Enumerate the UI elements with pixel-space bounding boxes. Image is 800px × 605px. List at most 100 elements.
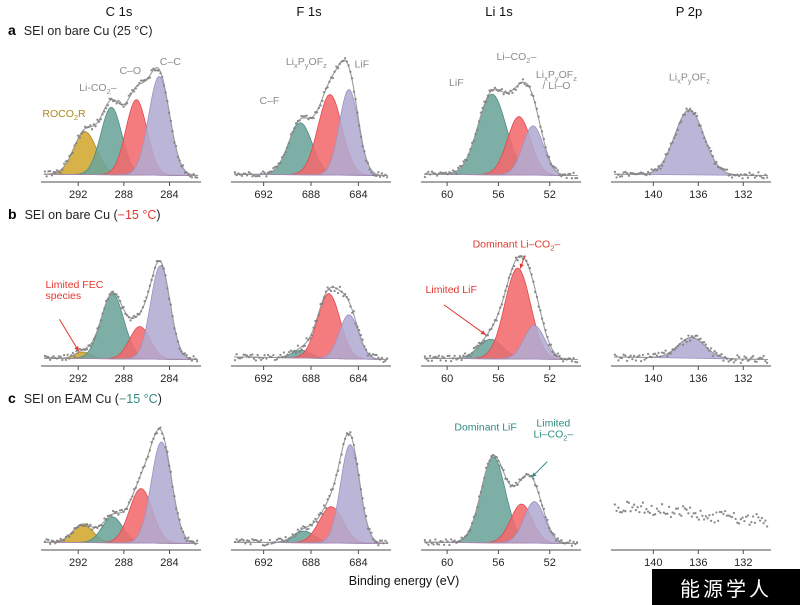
data-points (423, 255, 579, 364)
panel-b-li1s: 60 56 52 Dominant Li–CO2– Limited LiF (404, 226, 594, 390)
tick-label: 136 (689, 189, 707, 201)
tick-label: 60 (441, 189, 453, 201)
annotation: Limited Li–CO2– (533, 418, 573, 443)
temperature-label: −15 °C (117, 208, 157, 222)
row-title-b: SEI on bare Cu (−15 °C) (24, 208, 161, 222)
grid-spacer (0, 226, 24, 390)
envelope-line (424, 255, 578, 361)
data-points (43, 67, 199, 179)
annotation: LixPyOFz (286, 56, 327, 70)
annotation-arrowhead (519, 263, 524, 269)
row-header-a: a SEI on bare Cu (25 °C) (0, 22, 800, 42)
column-header-p2p: P 2p (675, 4, 703, 19)
tick-label: 688 (302, 189, 320, 201)
tick-label: 292 (69, 373, 87, 385)
tick-label: 692 (254, 189, 272, 201)
panel-b-p2p: 140 136 132 (594, 226, 784, 390)
row-title-c: SEI on EAM Cu (−15 °C) (23, 392, 162, 406)
row-header-c: c SEI on EAM Cu (−15 °C) (0, 390, 800, 410)
annotation-arrowhead (480, 330, 486, 335)
data-points (423, 453, 579, 547)
tick-label: 284 (160, 557, 178, 569)
spectrum-b-li1s: 60 56 52 Dominant Li–CO2– Limited LiF (421, 239, 581, 385)
tick-label: 136 (689, 557, 707, 569)
tick-label: 136 (689, 373, 707, 385)
column-header-f1s: F 1s (296, 4, 322, 19)
annotation: Limited FEC species (46, 279, 104, 302)
tick-label: 140 (644, 557, 662, 569)
spectrum-c-li1s: 60 56 52 Dominant LiF Limited Li–CO2– (421, 418, 581, 569)
data-points (613, 107, 769, 180)
watermark: 能源学人 (652, 569, 800, 605)
panel-c-f1s: 692 688 684 (214, 410, 404, 574)
annotation: C–O (119, 65, 141, 77)
tick-label: 284 (160, 373, 178, 385)
tick-label: 56 (492, 557, 504, 569)
row-header-b: b SEI on bare Cu (−15 °C) (0, 206, 800, 226)
tick-label: 292 (69, 189, 87, 201)
annotation: Dominant LiF (454, 421, 516, 433)
row-b: b SEI on bare Cu (−15 °C) 292 288 284 Limited… (0, 206, 800, 390)
panel-b-c1s: 292 288 284 Limited FEC species (24, 226, 214, 390)
tick-label: 684 (349, 189, 367, 201)
tick-label: 692 (254, 373, 272, 385)
annotation-arrowhead (531, 472, 537, 478)
spectrum-a-f1s: 692 688 684 LixPyOFz LiF C–F (231, 56, 391, 201)
annotation: Dominant Li–CO2– (473, 239, 561, 253)
data-points (233, 57, 389, 179)
annotation: LiF (355, 59, 370, 71)
temperature-label: −15 °C (118, 392, 158, 406)
panel-a-li1s: 60 56 52 Li–CO2– LiF LixPyOFz / Li–O (404, 42, 594, 206)
panel-a-c1s: 292 288 284 C–C C–O Li-CO2– ROCO2R (24, 42, 214, 206)
x-axis-label: Binding energy (eV) (348, 574, 460, 588)
tick-label: 284 (160, 189, 178, 201)
panel-c-p2p: 140 136 132 (594, 410, 784, 574)
spectrum-a-c1s: 292 288 284 C–C C–OLi-CO2– ROCO2R (41, 56, 201, 201)
spectrum-c-p2p: 140 136 132 (611, 500, 771, 569)
tick-label: 684 (349, 557, 367, 569)
column-header-c1s: C 1s (105, 4, 133, 19)
spectra-rows: a SEI on bare Cu (25 °C) 292 288 284 C–C C–O Li… (0, 22, 800, 574)
panel-letter-b: b (8, 206, 17, 222)
column-headers: C 1s F 1s Li 1s P 2p (0, 4, 800, 22)
x-axis-label-row: Binding energy (eV) (24, 574, 784, 592)
tick-label: 140 (644, 373, 662, 385)
grid-spacer (0, 410, 24, 574)
tick-label: 132 (734, 189, 752, 201)
annotation: C–C (160, 56, 181, 68)
tick-label: 52 (544, 557, 556, 569)
spectrum-a-li1s: 60 56 52 Li–CO2– LiF LixPyOFz / Li–O (421, 51, 581, 201)
panel-grid-b: 292 288 284 Limited FEC species 692 688 684 60 56… (0, 226, 800, 390)
tick-label: 56 (492, 373, 504, 385)
tick-label: 684 (349, 373, 367, 385)
data-points (613, 334, 769, 365)
tick-label: 56 (492, 189, 504, 201)
spectrum-b-p2p: 140 136 132 (611, 334, 771, 385)
tick-label: 688 (302, 557, 320, 569)
tick-label: 52 (544, 189, 556, 201)
peak-red (423, 267, 579, 360)
annotation-arrow (58, 318, 80, 352)
panel-a-p2p: 140 136 132 LixPyOFz (594, 42, 784, 206)
temperature-label: 25 °C (116, 24, 149, 38)
annotation-arrow (443, 304, 486, 336)
annotation: Limited LiF (426, 284, 477, 296)
tick-label: 132 (734, 373, 752, 385)
annotation: LixPyOFz / Li–O (536, 69, 577, 92)
spectrum-a-p2p: 140 136 132 LixPyOFz (611, 72, 771, 201)
tick-label: 60 (441, 373, 453, 385)
header-spacer (0, 4, 24, 22)
peak-purple (233, 443, 389, 544)
tick-label: 288 (115, 557, 133, 569)
tick-label: 52 (544, 373, 556, 385)
annotation-arrowhead (74, 346, 79, 352)
tick-label: 292 (69, 557, 87, 569)
panel-grid-a: 292 288 284 C–C C–O Li-CO2– ROCO2R 692 688 684 Lix… (0, 42, 800, 206)
annotation: ROCO2R (42, 108, 86, 122)
tick-label: 692 (254, 557, 272, 569)
peak-teal (423, 456, 579, 544)
peak-purple (613, 109, 769, 176)
annotation: C–F (259, 95, 279, 107)
row-title-a: SEI on bare Cu (25 °C) (23, 24, 153, 38)
row-a: a SEI on bare Cu (25 °C) 292 288 284 C–C C–O Li… (0, 22, 800, 206)
